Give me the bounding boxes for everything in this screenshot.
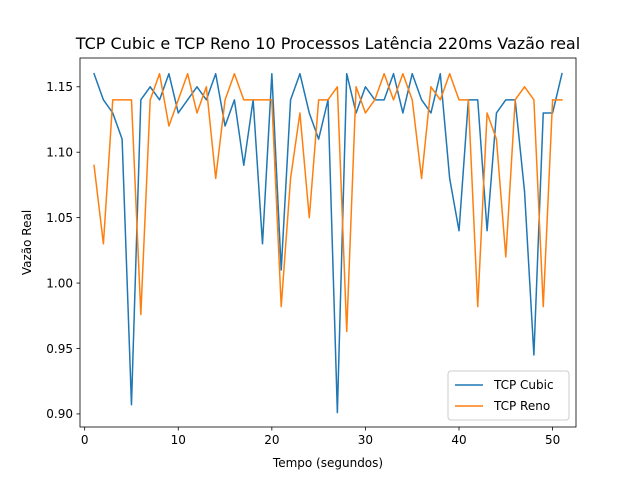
x-axis-label: Tempo (segundos) xyxy=(272,456,383,470)
y-axis-label: Vazão Real xyxy=(20,210,34,275)
x-tick-label: 40 xyxy=(451,433,466,447)
y-tick-label: 1.00 xyxy=(46,276,73,290)
y-tick-label: 1.15 xyxy=(46,80,73,94)
y-tick-label: 1.05 xyxy=(46,211,73,225)
series-line-tcp-reno xyxy=(93,72,563,333)
plot-frame xyxy=(79,57,577,428)
legend-box xyxy=(447,370,570,421)
y-axis-ticks: 0.90 0.95 1.00 1.05 1.10 1.15 xyxy=(46,80,80,421)
x-tick-label: 0 xyxy=(81,433,89,447)
legend-label-tcp-cubic: TCP Cubic xyxy=(493,378,554,392)
x-tick-label: 10 xyxy=(171,433,186,447)
y-tick-label: 1.10 xyxy=(46,146,73,160)
y-tick-label: 0.90 xyxy=(46,407,73,421)
legend-label-tcp-reno: TCP Reno xyxy=(493,399,550,413)
x-tick-label: 20 xyxy=(264,433,279,447)
x-tick-label: 50 xyxy=(545,433,560,447)
chart-title: TCP Cubic e TCP Reno 10 Processos Latênc… xyxy=(75,34,580,53)
x-tick-label: 30 xyxy=(358,433,373,447)
x-axis-ticks: 0 10 20 30 40 50 xyxy=(81,427,560,447)
y-tick-label: 0.95 xyxy=(46,342,73,356)
legend: TCP Cubic TCP Reno xyxy=(447,370,570,421)
plot-lines xyxy=(93,72,563,414)
